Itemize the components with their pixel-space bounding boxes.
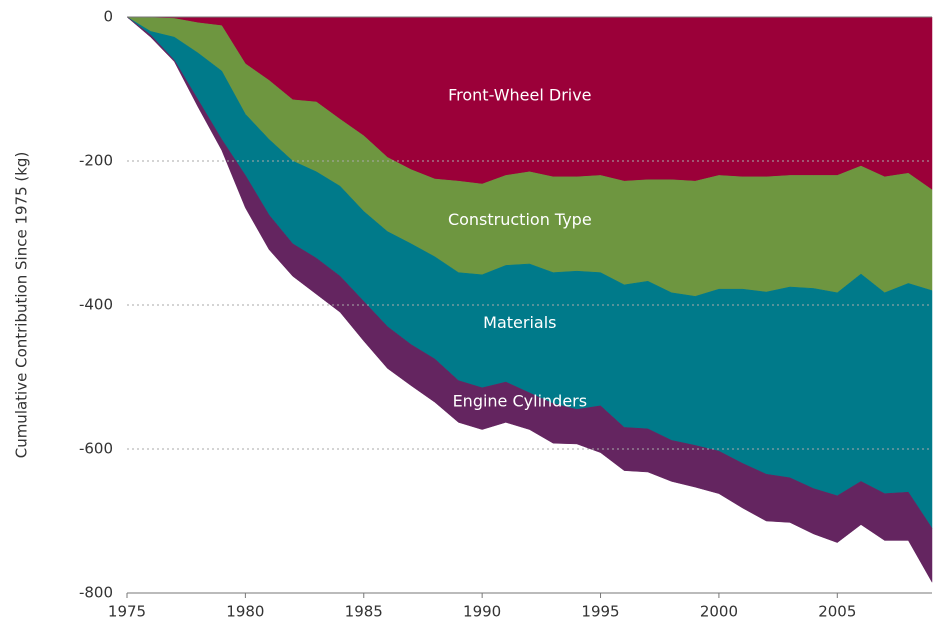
y-axis-label: Cumulative Contribution Since 1975 (kg) xyxy=(13,152,31,459)
series-label: Materials xyxy=(483,313,556,332)
x-tick-label: 2005 xyxy=(818,603,856,621)
x-tick-label: 1975 xyxy=(108,603,146,621)
x-tick-label: 2000 xyxy=(700,603,738,621)
y-tick-label: -200 xyxy=(79,152,113,170)
y-tick-label: -800 xyxy=(79,584,113,602)
x-tick-label: 1995 xyxy=(581,603,619,621)
series-label: Engine Cylinders xyxy=(453,392,588,411)
y-tick-label: -600 xyxy=(79,440,113,458)
y-tick-label: 0 xyxy=(103,8,113,26)
series-label: Front-Wheel Drive xyxy=(448,86,591,105)
area xyxy=(126,16,933,584)
x-tick-label: 1990 xyxy=(463,603,501,621)
x-tick-label: 1985 xyxy=(345,603,383,621)
y-tick-label: -400 xyxy=(79,296,113,314)
x-tick-label: 1980 xyxy=(226,603,264,621)
series-label: Construction Type xyxy=(448,210,592,229)
